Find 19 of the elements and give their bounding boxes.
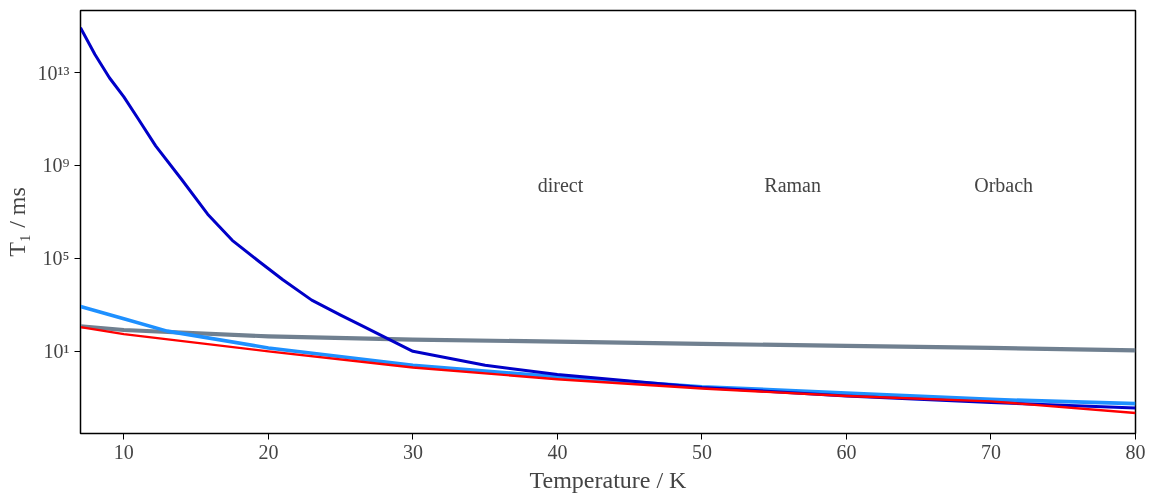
x-tick-label: 60 [836,440,857,463]
x-tick-label: 10 [113,440,134,463]
annotation: Orbach [974,173,1034,196]
annotation: direct [537,173,584,196]
y-tick-label: 10¹³ [37,61,70,84]
x-tick-label: 50 [691,440,712,463]
x-tick-label: 30 [402,440,423,463]
x-tick-label: 40 [547,440,568,463]
x-tick-label: 20 [258,440,279,463]
y-tick-label: 10¹ [43,340,70,363]
x-tick-label: 70 [980,440,1001,463]
x-axis-title: Temperature / K [529,466,688,493]
line-series [80,325,1136,415]
y-axis-title: T₁ / ms [3,187,30,257]
y-tick-label: 10⁵ [42,247,70,270]
line-series [80,324,1136,353]
y-tick-label: 10⁹ [42,154,70,177]
annotation: Raman [764,173,821,196]
x-tick-label: 80 [1125,440,1146,463]
